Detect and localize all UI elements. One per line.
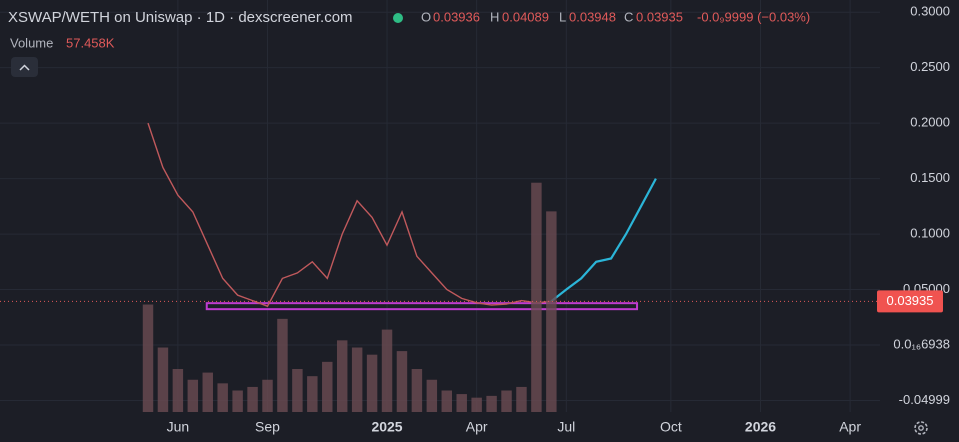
volume-bar	[456, 394, 467, 412]
volume-bar	[501, 390, 512, 412]
volume-bar	[322, 361, 333, 412]
chart-title: XSWAP/WETH on Uniswap · 1D · dexscreener…	[8, 9, 353, 26]
ohlc-value: 0.03935	[636, 9, 683, 24]
y-tick-label: 0.1500	[910, 170, 950, 185]
volume-value: 57.458K	[66, 35, 115, 50]
gear-icon[interactable]	[914, 421, 928, 435]
volume-title: Volume	[10, 35, 53, 50]
y-tick-label: -0.04999	[899, 392, 950, 407]
volume-bar	[277, 318, 288, 412]
volume-bar	[411, 369, 423, 412]
y-tick-label: 0.2500	[910, 59, 950, 74]
ohlc-value: 0.03948	[569, 9, 616, 24]
volume-bar	[247, 386, 258, 412]
ohlc-key: C	[624, 9, 633, 24]
x-tick-label: 2025	[371, 419, 402, 435]
volume-bar	[262, 379, 273, 412]
volume-bar	[217, 383, 228, 412]
volume-bar	[486, 395, 497, 412]
settings-button[interactable]	[914, 421, 928, 435]
x-tick-label: Oct	[660, 419, 682, 435]
volume-bar	[366, 354, 378, 412]
volume-bar	[351, 347, 363, 412]
ohlc-value: 0.03936	[433, 9, 480, 24]
volume-bar	[292, 369, 303, 412]
volume-bar	[172, 369, 184, 412]
x-tick-label: Jun	[167, 419, 190, 435]
volume-bar	[531, 182, 542, 412]
plot	[0, 122, 880, 412]
last-price-tag	[877, 290, 943, 313]
volume-bar	[187, 379, 199, 412]
collapse-button-bg[interactable]	[11, 57, 38, 77]
gear-center	[918, 425, 924, 431]
volume-bar	[516, 386, 527, 412]
volume-bar	[471, 397, 482, 412]
caret-icon	[19, 64, 30, 71]
y-tick-label: 0.3000	[910, 4, 950, 19]
y-tick-label: 0.1000	[910, 226, 950, 241]
volume-bar	[441, 390, 453, 412]
ohlc-key: L	[559, 9, 566, 24]
x-tick-label: 2026	[745, 419, 776, 435]
volume-bar	[381, 329, 393, 412]
volume-bar	[157, 347, 169, 412]
x-tick-label: Apr	[839, 419, 861, 435]
x-tick-label: Jul	[557, 419, 575, 435]
price-line	[147, 122, 552, 308]
volume-bar	[426, 379, 438, 412]
volume-bar	[202, 372, 213, 412]
x-tick-label: Sep	[255, 419, 280, 435]
volume-bar	[232, 390, 243, 412]
last-price-label: 0.03935	[887, 293, 934, 308]
volume-bar	[336, 340, 348, 412]
status-dot	[393, 13, 403, 23]
x-tick-label: Apr	[466, 419, 488, 435]
change: -0.0₉9999 (−0.03%)	[697, 9, 810, 24]
volume-bar	[396, 351, 408, 412]
price-line	[550, 178, 657, 303]
volume-bar	[307, 376, 318, 412]
ohlc-value: 0.04089	[502, 9, 549, 24]
y-tick-label: 0.0₁₆6938	[893, 336, 950, 351]
ohlc-key: H	[490, 9, 499, 24]
volume-bar	[546, 211, 557, 412]
support-zone	[205, 302, 639, 311]
ohlc-key: O	[421, 9, 431, 24]
y-tick-label: 0.2000	[910, 115, 950, 130]
collapse-button[interactable]	[11, 57, 38, 77]
volume-bar	[142, 304, 154, 412]
